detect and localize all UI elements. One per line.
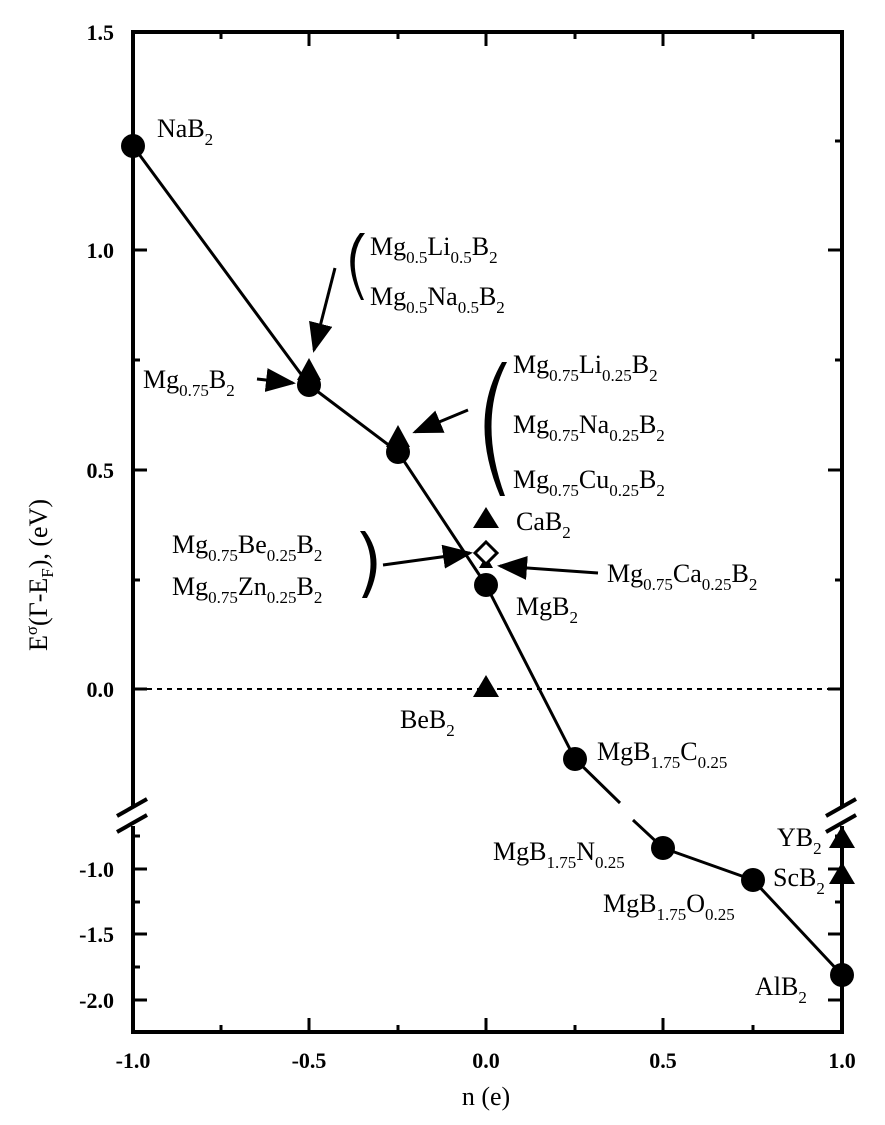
label-mg075be025b2: Mg0.75Be0.25B2: [172, 530, 322, 565]
y-tick-label: 1.0: [87, 238, 115, 263]
point-mgb175c025: [563, 747, 587, 771]
y-tick-label: -1.0: [79, 857, 114, 882]
point-mgb175n025: [651, 836, 675, 860]
y-axis-title: Eσ(Γ-EF), (eV): [22, 499, 57, 651]
annotation-labels: NaB2 Mg0.5Li0.5B2 Mg0.5Na0.5B2 Mg0.75B2 …: [143, 114, 825, 1007]
point-alb2: [830, 963, 854, 987]
point-nab2: [121, 134, 145, 158]
label-mgb2: MgB2: [516, 592, 578, 627]
y-tick-label: 1.5: [87, 20, 115, 45]
label-alb2: AlB2: [755, 972, 807, 1007]
axis-break-marks: [116, 797, 857, 834]
label-mgb175c025: MgB1.75C0.25: [597, 737, 727, 772]
label-mg05li05b2: Mg0.5Li0.5B2: [370, 232, 498, 267]
x-tick-label: -1.0: [116, 1048, 151, 1073]
label-mgb175o025: MgB1.75O0.25: [603, 889, 735, 924]
point-yb2: [829, 826, 855, 848]
x-tick-label: 0.5: [649, 1048, 677, 1073]
point-mgb2: [474, 573, 498, 597]
label-yb2: YB2: [777, 823, 822, 858]
y-tick-label: 0.0: [87, 677, 115, 702]
y-tick-label: -2.0: [79, 988, 114, 1013]
label-mgb175n025: MgB1.75N0.25: [493, 837, 625, 872]
label-nab2: NaB2: [157, 114, 213, 149]
annotation-brackets: [350, 233, 507, 598]
point-mg05-substituted: [297, 358, 321, 380]
label-mg075zn025b2: Mg0.75Zn0.25B2: [172, 572, 322, 607]
plot-frame: [131, 30, 844, 1034]
point-beb2: [473, 675, 499, 697]
x-tick-label: -0.5: [292, 1048, 327, 1073]
triangle-markers: [297, 358, 855, 884]
label-scb2: ScB2: [773, 863, 825, 898]
label-mg075na025b2: Mg0.75Na0.25B2: [513, 410, 665, 445]
label-beb2: BeB2: [400, 705, 455, 740]
point-mg075-substituted: [386, 425, 410, 447]
annotation-arrows: [256, 267, 599, 580]
x-axis-title: n (e): [462, 1082, 510, 1111]
label-mg075b2: Mg0.75B2: [143, 365, 235, 400]
x-tick-label: 1.0: [828, 1048, 856, 1073]
point-cab2: [473, 507, 499, 528]
label-cab2: CaB2: [516, 507, 571, 542]
y-tick-label: 0.5: [87, 458, 115, 483]
point-mgb175o025: [741, 868, 765, 892]
point-scb2: [829, 862, 855, 884]
x-tick-label: 0.0: [472, 1048, 500, 1073]
label-mg075ca025b2: Mg0.75Ca0.25B2: [607, 559, 757, 594]
y-tick-labels: 1.5 1.0 0.5 0.0 -1.0 -1.5 -2.0: [79, 20, 114, 1013]
x-tick-labels: -1.0 -0.5 0.0 0.5 1.0: [116, 1048, 856, 1073]
point-mg075be025-zn025: [472, 539, 500, 567]
label-mg075li025b2: Mg0.75Li0.25B2: [513, 350, 658, 385]
label-mg05na05b2: Mg0.5Na0.5B2: [370, 282, 505, 317]
y-tick-label: -1.5: [79, 922, 114, 947]
label-mg075cu025b2: Mg0.75Cu0.25B2: [513, 465, 665, 500]
